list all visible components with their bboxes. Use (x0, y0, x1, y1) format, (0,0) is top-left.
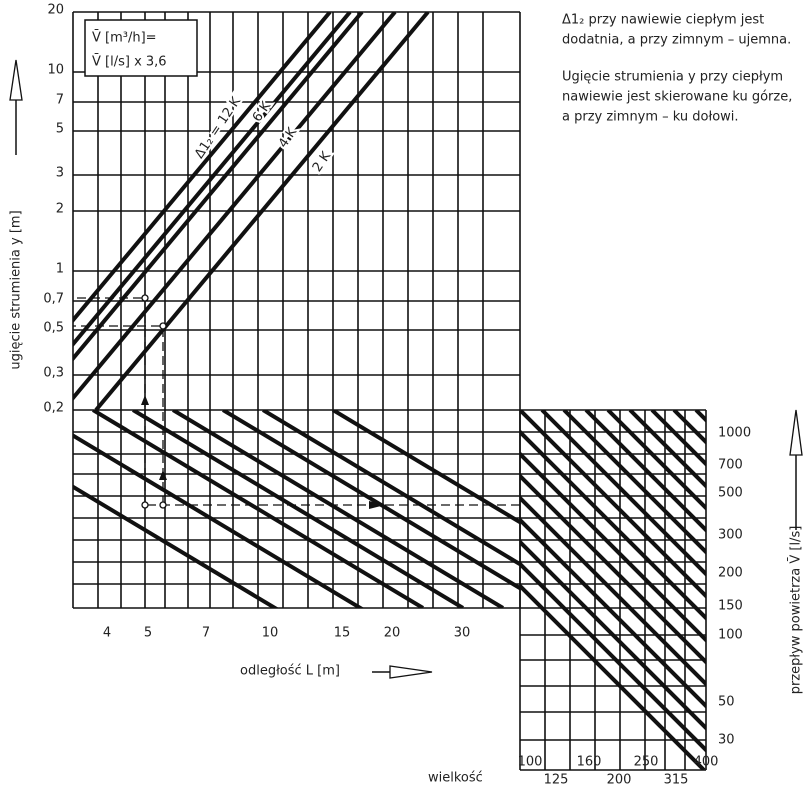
y-tick-label: 7 (56, 93, 64, 108)
formula-line: V̄ [l/s] x 3,6 (92, 54, 167, 69)
y-tick-label: 0,7 (43, 292, 64, 307)
line (584, 410, 706, 533)
diagonals (73, 12, 706, 770)
y-tick-label: 0,5 (43, 321, 64, 336)
flow-tick-label: 200 (718, 566, 743, 581)
size-tick-label: 125 (544, 773, 569, 788)
formula-box (84, 19, 198, 77)
line (520, 583, 706, 770)
notes: Δ1₂ przy nawiewie ciepłym jest dodatnia,… (562, 13, 792, 125)
flow-arrow-head (789, 409, 803, 456)
size-tick-label: 160 (577, 755, 602, 770)
y-tick-label: 5 (56, 122, 64, 137)
flow-tick-label: 300 (718, 528, 743, 543)
x-tick-label: 7 (202, 626, 210, 641)
curve-label: 2 K (310, 149, 334, 175)
y-axis-label: ugięcie strumienia y [m] (9, 210, 24, 369)
y-tick-label: 1 (56, 262, 64, 277)
line (606, 410, 706, 511)
note: Δ1₂ przy nawiewie ciepłym jest (562, 13, 764, 28)
line (91, 410, 425, 608)
y-arrow-head (9, 59, 23, 101)
y-tick-label: 0,2 (43, 401, 64, 416)
size-tick-label: 200 (607, 773, 632, 788)
size-tick-label: 400 (694, 755, 719, 770)
line (540, 410, 706, 577)
x-tick-label: 4 (103, 626, 111, 641)
line (221, 410, 520, 591)
line (131, 410, 465, 608)
line (73, 484, 279, 608)
x-tick-label: 10 (262, 626, 279, 641)
reading-path (73, 297, 520, 506)
line (520, 495, 706, 687)
formula-line: V̄ [m³/h]= (92, 30, 157, 45)
size-label: wielkość (428, 771, 483, 786)
flow-tick-label: 30 (718, 733, 735, 748)
flow-tick-label: 700 (718, 458, 743, 473)
line (520, 517, 706, 709)
line (520, 561, 706, 753)
line (171, 410, 505, 608)
line (520, 451, 706, 643)
x-tick-label: 15 (334, 626, 351, 641)
line (73, 12, 364, 362)
line (520, 473, 706, 665)
flow-tick-label: 100 (718, 628, 743, 643)
line (73, 12, 397, 402)
size-tick-label: 250 (634, 755, 659, 770)
y-tick-label: 0,3 (43, 366, 64, 381)
flow-tick-label: 50 (718, 695, 735, 710)
line (520, 539, 706, 731)
line (520, 429, 706, 621)
x-axis-label: odległość L [m] (240, 664, 340, 679)
line (562, 410, 706, 555)
flow-tick-label: 150 (718, 599, 743, 614)
flow-tick-label: 500 (718, 486, 743, 501)
y-tick-label: 3 (56, 166, 64, 181)
line (628, 410, 706, 489)
x-arrow-head (389, 665, 433, 679)
size-tick-label: 100 (518, 755, 543, 770)
line (73, 12, 332, 324)
note: dodatnia, a przy zimnym – ujemna. (562, 33, 791, 48)
x-tick-label: 30 (454, 626, 471, 641)
x-tick-label: 5 (144, 626, 152, 641)
flow-axis-label: przepływ powietrza V̄ [l/s] (788, 526, 803, 695)
flow-tick-label: 1000 (718, 426, 751, 441)
note: a przy zimnym – ku dołowi. (562, 110, 739, 125)
note: Ugięcie strumienia y przy ciepłym (562, 70, 783, 85)
line (94, 12, 430, 410)
note: nawiewie jest skierowane ku górze, (562, 90, 792, 105)
y-tick-label: 2 (56, 202, 64, 217)
y-tick-label: 20 (47, 3, 64, 18)
line (73, 433, 365, 608)
y-tick-label: 10 (47, 63, 64, 78)
grid (72, 11, 707, 771)
curve-label: Δ1₂ = 12 K (192, 94, 244, 161)
size-tick-label: 315 (664, 773, 689, 788)
line (261, 410, 520, 567)
line (331, 410, 520, 525)
points (141, 294, 167, 509)
line (73, 12, 352, 348)
x-tick-label: 20 (384, 626, 401, 641)
line (520, 410, 706, 599)
